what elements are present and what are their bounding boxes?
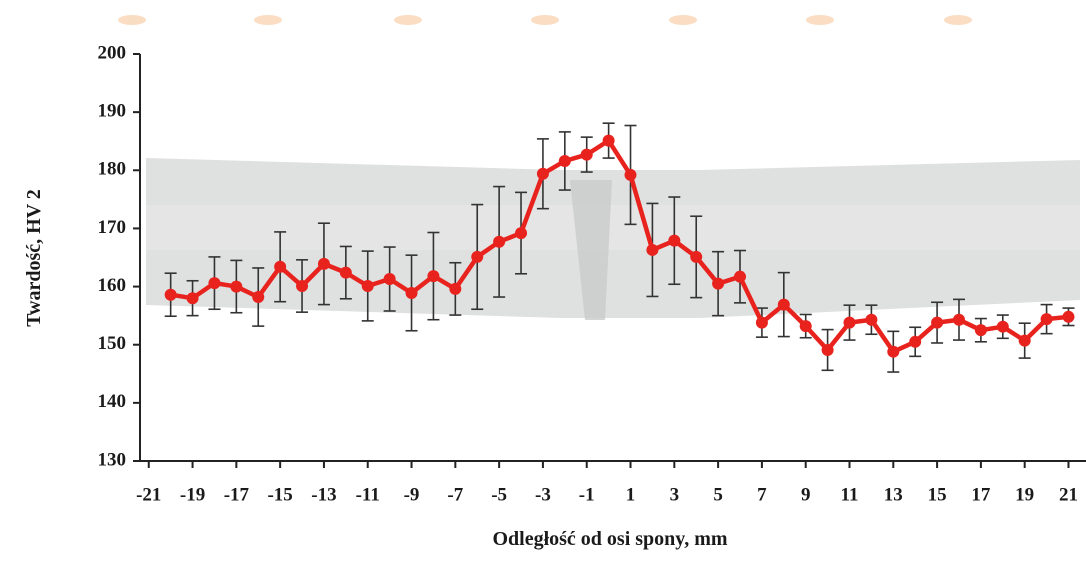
data-point (952, 313, 965, 326)
data-point (449, 282, 462, 295)
y-tick-label: 140 (98, 391, 127, 412)
specimen-photo (146, 158, 1080, 320)
y-tick-label: 200 (98, 42, 127, 63)
data-point (734, 270, 747, 283)
data-point (821, 343, 834, 356)
data-point (755, 316, 768, 329)
y-tick-label: 150 (98, 333, 127, 354)
data-point (361, 279, 374, 292)
data-point (887, 345, 900, 358)
data-point (515, 227, 528, 240)
x-tick-label: -21 (136, 484, 161, 505)
data-point (164, 288, 177, 301)
data-point (624, 168, 637, 181)
data-point (974, 324, 987, 337)
x-tick-label: -5 (491, 484, 507, 505)
data-point (339, 266, 352, 279)
data-point (317, 257, 330, 270)
data-point (580, 148, 593, 161)
data-point (405, 286, 418, 299)
data-point (690, 250, 703, 263)
data-point (493, 235, 506, 248)
y-tick-label: 170 (98, 217, 127, 238)
x-tick-label: -13 (311, 484, 336, 505)
y-axis-title: Twardość, HV 2 (23, 189, 45, 327)
x-tick-label: 11 (841, 484, 859, 505)
x-tick-label: 3 (670, 484, 680, 505)
data-point (536, 167, 549, 180)
data-point (843, 316, 856, 329)
data-point (1018, 334, 1031, 347)
data-point (558, 154, 571, 167)
x-tick-label: -3 (535, 484, 551, 505)
y-tick-label: 190 (98, 101, 127, 122)
x-tick-label: 19 (1015, 484, 1034, 505)
x-axis-title: Odległość od osi spony, mm (492, 528, 727, 550)
y-tick-label: 180 (98, 159, 127, 180)
data-point (1040, 313, 1053, 326)
data-point (668, 234, 681, 247)
data-point (471, 250, 484, 263)
data-point (274, 260, 287, 273)
data-point (996, 320, 1009, 333)
data-point (865, 313, 878, 326)
data-point (799, 320, 812, 333)
x-tick-label: -1 (579, 484, 595, 505)
x-tick-label: 15 (928, 484, 947, 505)
series (164, 122, 1075, 373)
data-point (646, 243, 659, 256)
decor-dots (118, 15, 972, 25)
x-tick-label: 5 (713, 484, 723, 505)
data-point (230, 280, 243, 293)
data-point (777, 298, 790, 311)
x-tick-label: 13 (884, 484, 903, 505)
data-point (931, 316, 944, 329)
x-tick-label: -9 (404, 484, 420, 505)
x-tick-label: 1 (626, 484, 636, 505)
data-point (909, 335, 922, 348)
data-point (296, 279, 309, 292)
y-tick-label: 160 (98, 275, 127, 296)
data-point (208, 277, 221, 290)
data-point (1062, 310, 1075, 323)
x-tick-label: 7 (757, 484, 767, 505)
data-point (712, 277, 725, 290)
x-tick-label: -7 (447, 484, 463, 505)
x-tick-label: -11 (356, 484, 380, 505)
x-tick-label: -15 (267, 484, 292, 505)
data-point (602, 134, 615, 147)
data-point (252, 291, 265, 304)
data-point (427, 270, 440, 283)
y-tick-label: 130 (98, 449, 127, 470)
x-tick-label: -19 (180, 484, 205, 505)
x-tick-label: 17 (971, 484, 991, 505)
x-tick-label: -17 (224, 484, 250, 505)
x-tick-label: 21 (1059, 484, 1078, 505)
x-tick-label: 9 (801, 484, 811, 505)
data-point (383, 273, 396, 286)
data-point (186, 292, 199, 305)
